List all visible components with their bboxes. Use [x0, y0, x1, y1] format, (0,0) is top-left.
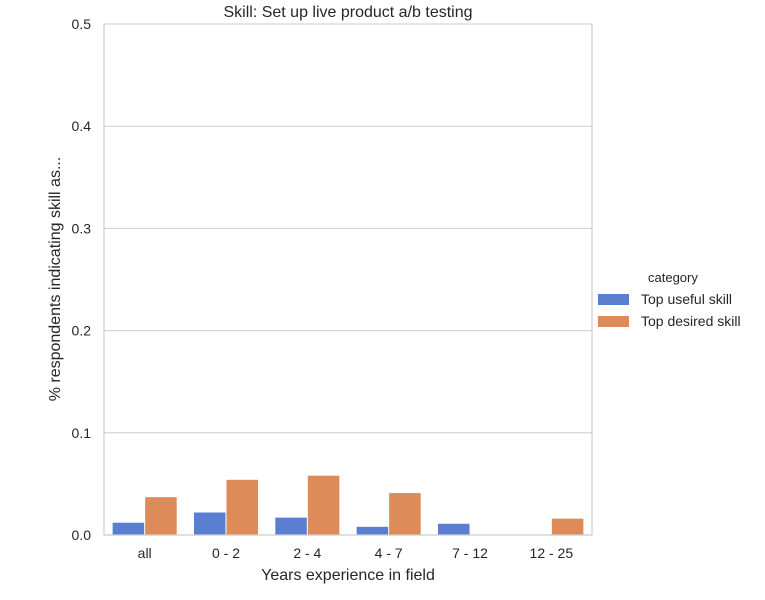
- bar-top-desired-skill-1: [226, 479, 259, 535]
- bar-top-desired-skill-0: [145, 497, 177, 535]
- legend-label-top-useful-skill: Top useful skill: [641, 291, 732, 307]
- bar-top-useful-skill-0: [112, 522, 145, 535]
- legend-swatch-top-desired-skill: [598, 316, 629, 327]
- y-axis-label: % respondents indicating skill as...: [47, 157, 64, 402]
- x-tick-label: 12 - 25: [530, 545, 574, 561]
- y-tick-label: 0.4: [72, 118, 92, 134]
- x-tick-labels: all 0 - 2 2 - 4 4 - 7 7 - 12 12 - 25: [138, 545, 574, 561]
- x-tick-label: 4 - 7: [375, 545, 403, 561]
- bar-top-useful-skill-1: [193, 512, 226, 535]
- bar-top-desired-skill-5: [551, 518, 584, 535]
- x-tick-label: 0 - 2: [212, 545, 240, 561]
- y-tick-label: 0.1: [72, 425, 92, 441]
- bars-layer: [112, 475, 584, 535]
- legend-swatch-top-useful-skill: [598, 294, 629, 305]
- grid-layer: [104, 23, 592, 536]
- bar-top-useful-skill-2: [275, 517, 307, 535]
- x-tick-label: 2 - 4: [293, 545, 321, 561]
- y-tick-label: 0.0: [72, 527, 92, 543]
- bar-top-desired-skill-2: [307, 475, 340, 535]
- x-axis-label: Years experience in field: [261, 567, 435, 584]
- y-tick-label: 0.3: [72, 220, 92, 236]
- legend-title: category: [648, 270, 698, 285]
- bar-top-useful-skill-3: [356, 526, 389, 535]
- legend-label-top-desired-skill: Top desired skill: [641, 313, 741, 329]
- x-tick-label: all: [138, 545, 152, 561]
- y-tick-label: 0.2: [72, 323, 92, 339]
- y-tick-label: 0.5: [72, 16, 92, 32]
- axes-layer: [103, 24, 593, 536]
- chart-title: Skill: Set up live product a/b testing: [223, 4, 472, 21]
- legend: category Top useful skill Top desired sk…: [598, 270, 741, 329]
- bar-top-useful-skill-4: [437, 523, 470, 535]
- x-tick-label: 7 - 12: [452, 545, 488, 561]
- y-tick-labels: 0.0 0.1 0.2 0.3 0.4 0.5: [72, 16, 92, 543]
- bar-top-desired-skill-3: [389, 493, 421, 535]
